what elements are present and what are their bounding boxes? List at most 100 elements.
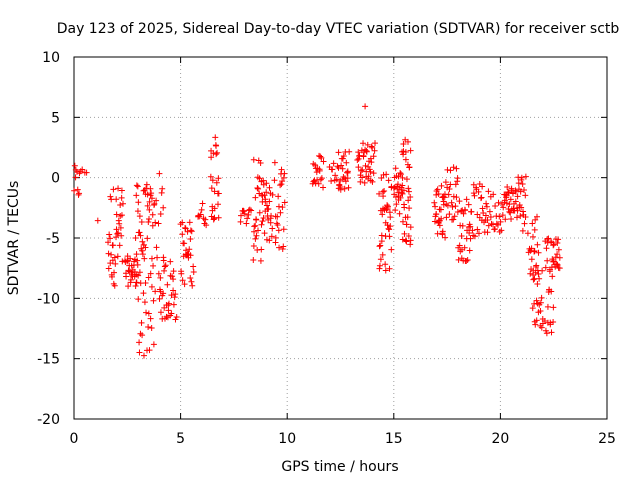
y-axis-label: SDTVAR / TECUs bbox=[6, 181, 22, 296]
x-tick-label: 15 bbox=[385, 431, 403, 447]
data-point bbox=[111, 282, 118, 289]
data-point bbox=[487, 214, 494, 221]
data-point bbox=[252, 222, 259, 229]
data-point bbox=[519, 227, 526, 234]
data-point bbox=[470, 190, 477, 197]
data-point bbox=[262, 196, 269, 203]
data-point bbox=[71, 187, 78, 194]
data-point bbox=[531, 248, 538, 255]
data-point bbox=[399, 182, 406, 189]
data-point bbox=[275, 227, 282, 234]
data-point bbox=[554, 251, 561, 258]
data-point bbox=[213, 151, 220, 158]
data-point bbox=[548, 288, 555, 295]
data-point bbox=[188, 278, 195, 285]
data-point bbox=[521, 186, 528, 193]
data-point bbox=[542, 327, 549, 334]
data-point bbox=[181, 240, 188, 247]
data-point bbox=[265, 205, 272, 212]
data-point bbox=[71, 162, 78, 169]
data-point bbox=[214, 149, 221, 156]
data-point bbox=[111, 269, 118, 276]
data-point bbox=[208, 154, 215, 161]
data-point bbox=[240, 208, 247, 215]
data-point bbox=[531, 248, 538, 255]
data-point bbox=[454, 209, 461, 216]
data-point bbox=[133, 279, 140, 286]
data-point bbox=[140, 290, 147, 297]
data-point bbox=[186, 219, 193, 226]
data-point bbox=[519, 180, 526, 187]
data-point bbox=[355, 155, 362, 162]
data-point bbox=[143, 309, 150, 316]
data-point bbox=[281, 199, 288, 206]
data-point bbox=[157, 274, 164, 281]
data-point bbox=[399, 218, 406, 225]
data-point bbox=[386, 233, 393, 240]
data-point bbox=[332, 172, 339, 179]
data-point bbox=[467, 223, 474, 230]
data-point bbox=[155, 220, 162, 227]
data-point bbox=[260, 214, 267, 221]
data-point bbox=[435, 190, 442, 197]
data-point bbox=[197, 211, 204, 218]
data-point bbox=[274, 222, 281, 229]
data-point bbox=[461, 244, 468, 251]
data-point bbox=[251, 228, 258, 235]
data-point bbox=[402, 148, 409, 155]
data-point bbox=[522, 173, 529, 180]
data-point bbox=[136, 229, 143, 236]
data-point bbox=[149, 222, 156, 229]
data-point bbox=[450, 193, 457, 200]
data-point bbox=[266, 198, 273, 205]
data-point bbox=[168, 310, 175, 317]
data-point bbox=[134, 261, 141, 268]
data-point bbox=[149, 211, 156, 218]
data-point bbox=[405, 197, 412, 204]
data-point bbox=[253, 232, 260, 239]
data-point bbox=[186, 246, 193, 253]
data-point bbox=[485, 188, 492, 195]
data-point bbox=[437, 206, 444, 213]
data-point bbox=[532, 216, 539, 223]
data-point bbox=[160, 204, 167, 211]
data-point bbox=[344, 175, 351, 182]
data-point bbox=[554, 239, 561, 246]
data-point bbox=[533, 262, 540, 269]
data-point bbox=[107, 235, 114, 242]
data-point bbox=[477, 195, 484, 202]
data-point bbox=[387, 223, 394, 230]
data-point bbox=[145, 274, 152, 281]
data-point bbox=[139, 247, 146, 254]
data-point bbox=[261, 230, 268, 237]
data-point bbox=[147, 185, 154, 192]
data-point bbox=[359, 166, 366, 173]
data-point bbox=[252, 235, 259, 242]
data-point bbox=[150, 262, 157, 269]
data-point bbox=[211, 188, 218, 195]
data-point bbox=[139, 238, 146, 245]
data-point bbox=[271, 177, 278, 184]
data-point bbox=[539, 267, 546, 274]
data-point bbox=[529, 220, 536, 227]
data-point bbox=[168, 292, 175, 299]
data-point bbox=[405, 188, 412, 195]
data-point bbox=[399, 190, 406, 197]
data-point bbox=[123, 273, 130, 280]
data-point bbox=[363, 148, 370, 155]
data-point bbox=[188, 228, 195, 235]
data-point bbox=[407, 194, 414, 201]
data-point bbox=[279, 246, 286, 253]
data-point bbox=[405, 185, 412, 192]
data-point bbox=[256, 209, 263, 216]
data-point bbox=[170, 276, 177, 283]
data-point bbox=[387, 214, 394, 221]
data-point bbox=[241, 210, 248, 217]
data-point bbox=[213, 142, 220, 149]
data-point bbox=[179, 219, 186, 226]
data-point bbox=[107, 193, 114, 200]
data-point bbox=[548, 329, 555, 336]
data-point bbox=[512, 198, 519, 205]
data-point bbox=[407, 224, 414, 231]
data-point bbox=[133, 182, 140, 189]
